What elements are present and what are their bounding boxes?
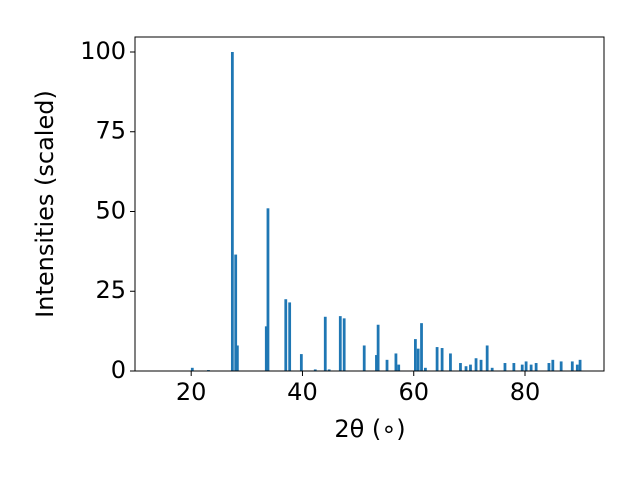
bar <box>230 51 234 371</box>
bar <box>435 347 439 371</box>
bar <box>342 318 346 371</box>
bar <box>288 302 292 371</box>
bar <box>474 358 478 371</box>
x-tick-label: 40 <box>287 378 318 406</box>
y-tick-label: 25 <box>95 276 126 304</box>
y-tick-label: 50 <box>95 196 126 224</box>
bar <box>485 345 489 371</box>
y-axis-label: Intensities (scaled) <box>31 90 59 318</box>
bar <box>416 348 420 371</box>
bar <box>323 316 327 371</box>
bar <box>327 369 331 371</box>
bar <box>464 366 468 371</box>
x-tick-label: 80 <box>510 378 541 406</box>
bar <box>534 363 538 371</box>
y-tick-label: 0 <box>111 356 126 384</box>
bar <box>559 361 563 371</box>
x-tick-label: 60 <box>398 378 429 406</box>
bar <box>414 339 417 371</box>
bar <box>512 363 516 371</box>
bar <box>459 363 462 371</box>
bar <box>376 324 380 371</box>
bar <box>503 363 507 371</box>
bar <box>397 364 401 371</box>
bar <box>469 364 472 371</box>
bar <box>547 363 551 371</box>
bar <box>284 299 288 371</box>
bar <box>424 367 427 371</box>
bar <box>190 367 194 371</box>
bar <box>313 369 317 371</box>
bar <box>362 345 366 371</box>
y-tick-label: 75 <box>95 117 126 145</box>
bar <box>479 359 483 371</box>
bar <box>420 323 423 371</box>
bar <box>375 355 378 371</box>
bar <box>264 326 268 371</box>
bar <box>490 367 494 371</box>
bar <box>575 364 579 371</box>
bar <box>299 354 303 371</box>
bar <box>520 364 524 371</box>
x-axis-label: 2θ (∘) <box>334 415 405 443</box>
y-tick-label: 100 <box>80 37 126 65</box>
bar <box>338 316 342 371</box>
plot-frame <box>134 36 605 372</box>
bar <box>529 364 533 371</box>
bar <box>578 359 582 371</box>
bar <box>551 359 555 371</box>
bar <box>266 208 270 371</box>
bar <box>235 345 239 371</box>
bar <box>440 348 444 371</box>
bar <box>449 353 452 371</box>
bar <box>394 353 398 371</box>
x-tick-label: 20 <box>176 378 207 406</box>
bar <box>234 254 238 371</box>
bar <box>524 361 528 371</box>
bar <box>385 359 389 371</box>
bar <box>570 361 574 371</box>
